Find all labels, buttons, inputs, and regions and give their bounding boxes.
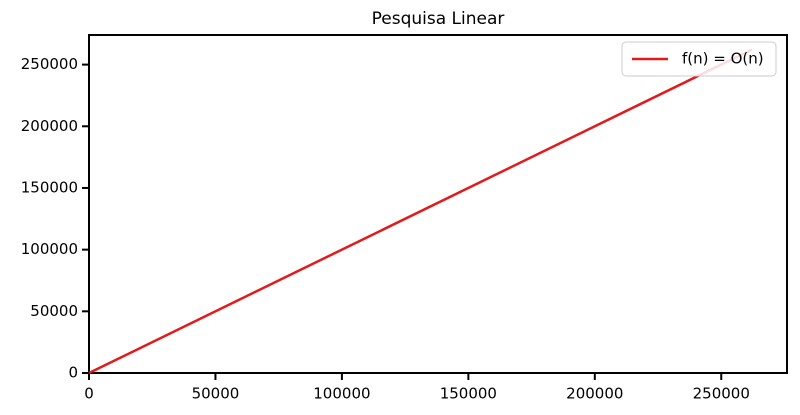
plot-frame: [88, 34, 788, 374]
y-tick-label: 0: [68, 364, 78, 382]
y-tick-label: 250000: [21, 55, 78, 73]
x-tick-label: 250000: [693, 385, 750, 403]
x-tick-label: 50000: [192, 385, 240, 403]
legend-label: f(n) = O(n): [682, 50, 764, 68]
y-tick-label: 100000: [21, 240, 78, 258]
y-tick-label: 50000: [30, 302, 78, 320]
data-line: [88, 48, 753, 375]
x-tick-label: 0: [84, 385, 94, 403]
y-tick-label: 200000: [21, 117, 78, 135]
x-tick-label: 100000: [313, 385, 370, 403]
y-tick-label: 150000: [21, 178, 78, 196]
x-tick-label: 200000: [566, 385, 623, 403]
chart-title: Pesquisa Linear: [372, 9, 505, 29]
legend-box: [621, 41, 777, 77]
x-tick-label: 150000: [440, 385, 497, 403]
